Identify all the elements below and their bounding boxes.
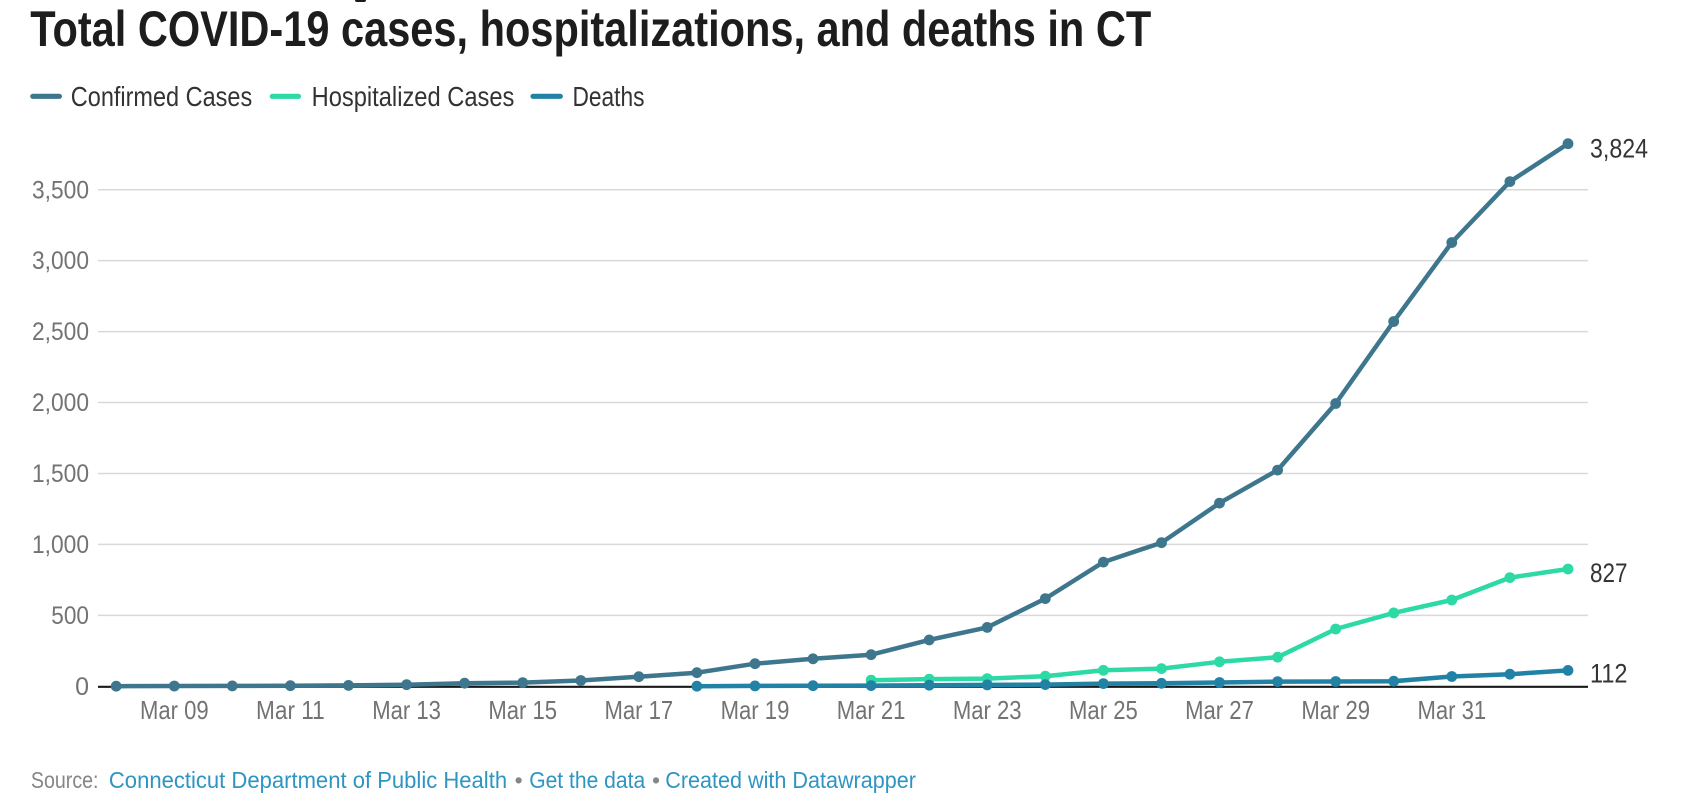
svg-text:Mar 25: Mar 25 [1069, 695, 1138, 725]
svg-text:Total COVID-19 cases, hospital: Total COVID-19 cases, hospitalizations, … [30, 1, 1151, 57]
svg-text:112: 112 [1590, 658, 1628, 688]
svg-text:Mar 29: Mar 29 [1301, 695, 1370, 725]
svg-text:Mar 09: Mar 09 [140, 695, 209, 725]
svg-text:Mar 19: Mar 19 [721, 695, 790, 725]
svg-text:Get the data: Get the data [529, 767, 645, 793]
svg-text:0: 0 [75, 673, 89, 701]
svg-text:Confirmed Cases: Confirmed Cases [71, 81, 252, 112]
svg-text:2,000: 2,000 [32, 389, 89, 417]
svg-text:Deaths: Deaths [573, 81, 645, 112]
svg-text:3,000: 3,000 [32, 247, 89, 275]
svg-text:Mar 23: Mar 23 [953, 695, 1022, 725]
svg-text:Mar 11: Mar 11 [256, 695, 325, 725]
svg-text:Mar 13: Mar 13 [372, 695, 441, 725]
svg-text:500: 500 [51, 602, 89, 630]
svg-text:•: • [652, 767, 660, 793]
svg-text:Hospitalized Cases: Hospitalized Cases [312, 81, 515, 112]
svg-text:1,000: 1,000 [32, 531, 89, 559]
svg-text:Mar 21: Mar 21 [837, 695, 906, 725]
svg-text:3,500: 3,500 [32, 176, 89, 204]
svg-text:Source:: Source: [31, 767, 99, 793]
svg-text:•: • [515, 767, 523, 793]
svg-text:Mar 15: Mar 15 [488, 695, 557, 725]
svg-text:Mar 27: Mar 27 [1185, 695, 1254, 725]
svg-text:1,500: 1,500 [32, 460, 89, 488]
svg-text:Connecticut Department of Publ: Connecticut Department of Public Health [109, 767, 507, 793]
svg-text:Mar 17: Mar 17 [604, 695, 673, 725]
svg-text:827: 827 [1590, 558, 1628, 588]
svg-text:3,824: 3,824 [1590, 134, 1648, 164]
svg-text:Created with Datawrapper: Created with Datawrapper [665, 767, 916, 793]
svg-text:2,500: 2,500 [32, 318, 89, 346]
svg-text:Mar 31: Mar 31 [1417, 695, 1486, 725]
